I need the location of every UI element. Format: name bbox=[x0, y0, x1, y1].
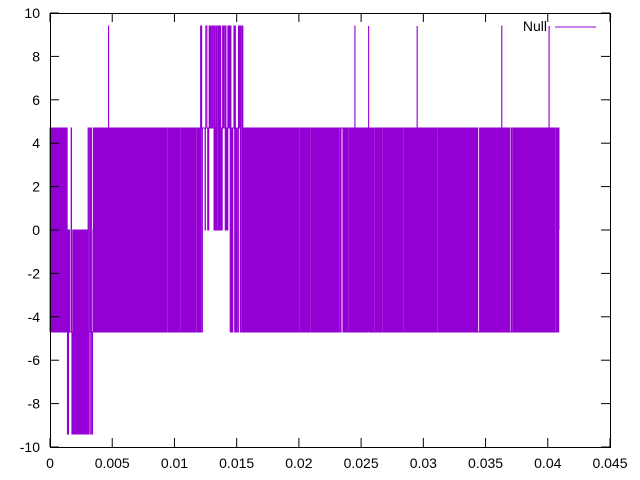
x-tick-label-1: 0.005 bbox=[95, 455, 130, 471]
y-tick-label-3: -4 bbox=[28, 309, 41, 325]
x-tick-label-4: 0.02 bbox=[285, 455, 312, 471]
x-tick-label-2: 0.01 bbox=[161, 455, 188, 471]
y-tick-label-1: -8 bbox=[28, 396, 41, 412]
y-tick-label-5: 0 bbox=[32, 222, 40, 238]
x-tick-label-3: 0.015 bbox=[219, 455, 254, 471]
axes: 0 0.005 0.01 0.015 0.02 0.025 0.03 0.035 0.04 0.0… bbox=[20, 5, 628, 471]
y-tick-label-10: 10 bbox=[24, 5, 40, 21]
x-tick-label-8: 0.04 bbox=[534, 455, 561, 471]
legend: Null bbox=[523, 18, 596, 34]
x-tick-label-0: 0 bbox=[46, 455, 54, 471]
y-tick-label-4: -2 bbox=[28, 265, 41, 281]
y-tick-label-2: -6 bbox=[28, 352, 41, 368]
x-tick-label-5: 0.025 bbox=[344, 455, 379, 471]
x-tick-label-6: 0.03 bbox=[410, 455, 437, 471]
y-tick-label-9: 8 bbox=[32, 48, 40, 64]
x-tick-label-7: 0.035 bbox=[468, 455, 503, 471]
series-null bbox=[49, 25, 560, 435]
series-line-null bbox=[49, 25, 560, 435]
y-tick-label-7: 4 bbox=[32, 135, 40, 151]
y-tick-label-8: 6 bbox=[32, 92, 40, 108]
legend-label-null: Null bbox=[523, 18, 547, 34]
x-tick-label-9: 0.045 bbox=[592, 455, 627, 471]
y-tick-label-6: 2 bbox=[32, 179, 40, 195]
y-tick-label-0: -10 bbox=[20, 439, 40, 455]
